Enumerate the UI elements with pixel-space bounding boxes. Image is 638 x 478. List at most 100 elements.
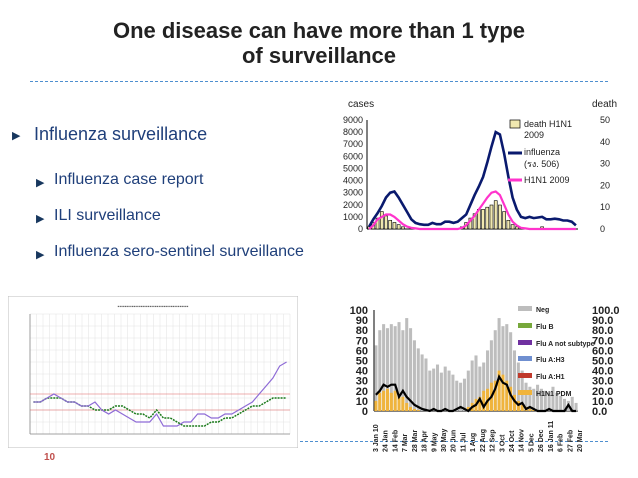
x-tick-label: 14 Feb xyxy=(392,430,399,452)
legend-swatch xyxy=(518,356,532,361)
neg-bar xyxy=(501,326,505,411)
neg-bar xyxy=(551,386,555,411)
neg-bar xyxy=(412,340,416,411)
left-tick-label: 80 xyxy=(356,325,368,337)
h1n1-pdm-bar xyxy=(528,408,532,411)
ili-chart-title-glyphs: ▪▪▪▪▪▪▪▪▪▪▪▪▪▪▪▪▪▪▪▪▪▪▪▪▪▪▪▪▪▪▪▪▪▪▪▪▪▪▪▪ xyxy=(118,304,189,310)
h1n1-pdm-bar xyxy=(397,394,401,411)
chart1-legend: death H1N1 2009 influenza (รง. 506) H1N1… xyxy=(508,119,572,185)
death-bar xyxy=(401,226,405,230)
slide-title: One disease can have more than 1 type of… xyxy=(0,18,638,68)
x-tick-label: 30 May xyxy=(441,429,448,452)
legend-label-deaths-line1: death H1N1 xyxy=(524,119,572,129)
right-tick-label: 30.0 xyxy=(592,376,613,388)
neg-bar xyxy=(378,330,382,411)
death-bar xyxy=(485,206,490,230)
neg-bar xyxy=(455,380,459,411)
death-bar xyxy=(489,204,494,230)
death-bar xyxy=(493,200,498,230)
neg-bar xyxy=(536,384,540,411)
neg-bar xyxy=(409,328,413,411)
neg-bar xyxy=(393,326,397,411)
x-tick-label: 14 Nov xyxy=(519,429,526,452)
bullet-arrow-icon: ▶ xyxy=(12,130,21,142)
death-bar xyxy=(481,209,485,230)
right-tick-label: 10.0 xyxy=(592,396,613,408)
neg-bar xyxy=(405,318,409,411)
neg-bar xyxy=(420,354,424,411)
neg-bar xyxy=(447,370,451,411)
x-tick-label: 24 Oct xyxy=(509,430,516,452)
slide-title-line-1: One disease can have more than 1 type xyxy=(112,18,526,43)
left-tick-label: 8000 xyxy=(343,127,363,137)
right-tick-label: 60.0 xyxy=(592,345,613,357)
left-tick-label: 3000 xyxy=(343,188,363,198)
right-tick-label: 20.0 xyxy=(592,386,613,398)
h1n1-pdm-bar xyxy=(382,390,386,411)
death-bar xyxy=(510,224,515,230)
death-bar xyxy=(396,224,401,230)
x-tick-label: 9 May xyxy=(431,432,438,452)
legend-label: H1N1 PDM xyxy=(536,391,572,398)
neg-bar xyxy=(559,395,563,411)
right-tick-label: 40 xyxy=(600,137,610,147)
slide-title-line-2: of surveillance xyxy=(241,43,397,68)
ili-series-line xyxy=(33,361,287,427)
left-tick-label: 0 xyxy=(362,406,368,418)
x-tick-label: 26 Dec xyxy=(538,429,545,452)
neg-bar xyxy=(509,332,513,411)
neg-bar xyxy=(389,324,393,411)
x-tick-label: 12 Sep xyxy=(490,429,497,452)
legend-label: Flu A:H3 xyxy=(536,357,565,364)
right-axis-label: death xyxy=(592,99,617,110)
right-tick-label: 50 xyxy=(600,115,610,125)
left-tick-label: 5000 xyxy=(343,163,363,173)
neg-bar xyxy=(543,390,547,411)
neg-bar xyxy=(424,358,428,411)
neg-bar xyxy=(416,348,420,411)
x-tick-label: 7 Mar xyxy=(402,433,409,452)
right-tick-label: 0.0 xyxy=(592,406,607,418)
left-tick-label: 70 xyxy=(356,335,368,347)
h1n1-cases-line xyxy=(368,190,576,231)
neg-bar xyxy=(528,386,532,411)
legend-swatch xyxy=(518,373,532,378)
legend-label: Flu B xyxy=(536,324,554,331)
right-tick-label: 20 xyxy=(600,180,610,190)
left-axis-label: cases xyxy=(348,99,374,110)
left-tick-label: 40 xyxy=(356,366,368,378)
neg-bar xyxy=(439,372,443,411)
neg-bar xyxy=(570,396,574,411)
neg-bar xyxy=(555,392,559,411)
neg-bar xyxy=(524,382,528,411)
x-tick-label: 16 Jan 11 xyxy=(548,421,555,452)
h1n1-pdm-bar xyxy=(512,394,517,411)
x-tick-label: 20 Jun xyxy=(451,430,458,452)
h1n1-pdm-bar xyxy=(393,390,397,411)
neg-bar xyxy=(466,370,470,411)
left-tick-label: 20 xyxy=(356,386,368,398)
right-tick-label: 40.0 xyxy=(592,366,613,378)
bullet-influenza-surveillance: ▶ Influenza surveillance xyxy=(12,124,208,144)
neg-bar xyxy=(385,328,389,411)
right-tick-label: 100.0 xyxy=(592,305,620,317)
right-tick-label: 80.0 xyxy=(592,325,613,337)
top-divider xyxy=(30,81,608,82)
neg-bar xyxy=(539,388,543,411)
legend-label: Neg xyxy=(536,307,549,314)
x-tick-label: 3 Oct xyxy=(499,434,506,452)
neg-bar xyxy=(432,368,436,411)
left-tick-label: 6000 xyxy=(343,151,363,161)
neg-bar xyxy=(574,402,578,411)
x-tick-label: 20 Mar xyxy=(577,430,584,452)
h1n1-pdm-bar xyxy=(378,392,382,411)
x-tick-label: 27 Feb xyxy=(567,430,574,452)
h1n1-pdm-bar xyxy=(493,380,497,411)
bullet-arrow-icon: ▶ xyxy=(36,177,45,189)
left-tick-label: 10 xyxy=(356,396,368,408)
x-tick-label: 24 Jan xyxy=(383,430,390,452)
legend-label-h1n1: H1N1 2009 xyxy=(524,175,570,185)
legend-label: Flu A not subtype xyxy=(536,341,595,348)
h1n1-pdm-bar xyxy=(409,406,413,411)
